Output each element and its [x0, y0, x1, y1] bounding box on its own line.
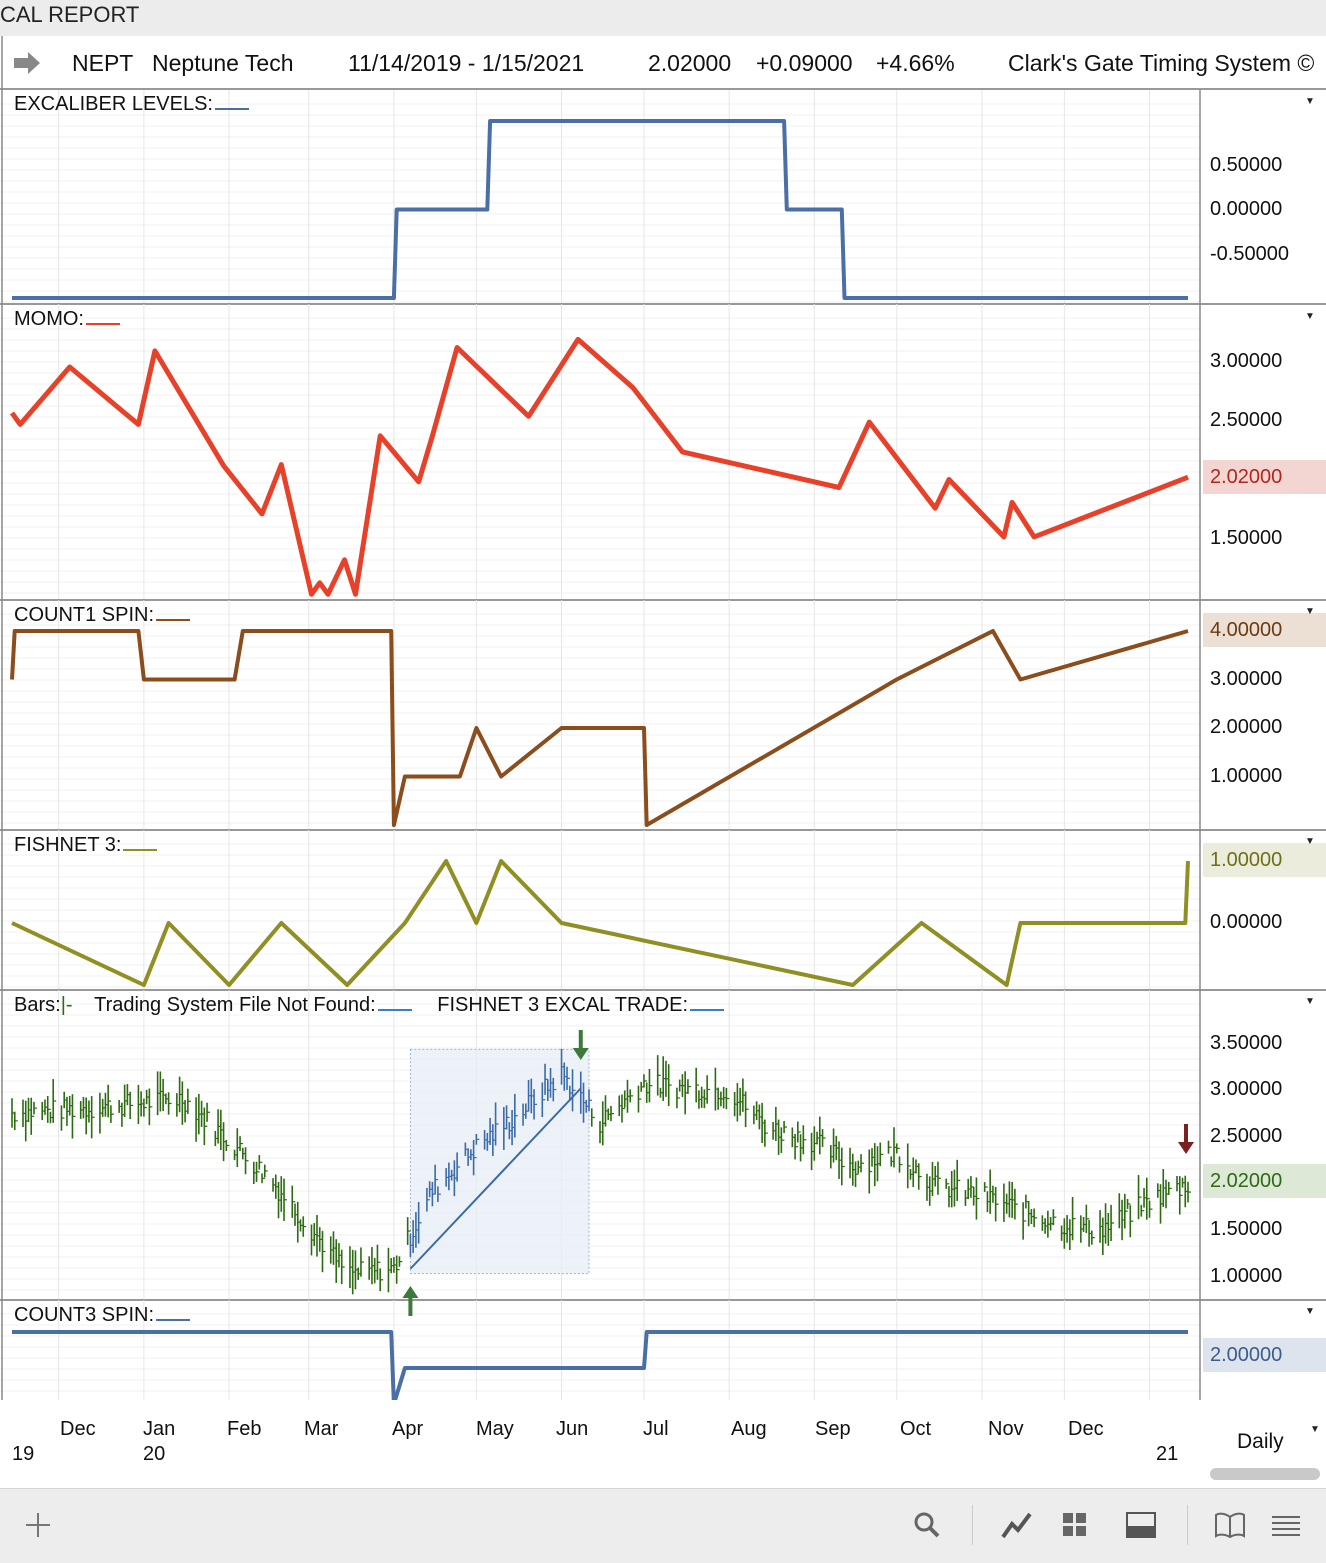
momo-series-line [9, 336, 1189, 597]
buy-arrow-icon [402, 1286, 419, 1316]
panel-menu-icon[interactable]: ▼ [1305, 836, 1315, 847]
count3-last-value: 2.00000 [1203, 1338, 1326, 1372]
month-label: Jan [143, 1418, 176, 1440]
month-label: Apr [392, 1418, 424, 1440]
momo-last-value: 2.02000 [1203, 460, 1326, 494]
bars-last-value: 2.02000 [1203, 1164, 1326, 1198]
count1-tick: 1.00000 [1210, 765, 1283, 787]
month-label: Feb [227, 1418, 262, 1440]
count1-series-line [10, 629, 1189, 827]
excaliber-tick: 0.00000 [1210, 198, 1283, 220]
month-label: Dec [1068, 1418, 1104, 1440]
excaliber-label: EXCALIBER LEVELS: [14, 93, 249, 116]
excaliber-series-line [12, 119, 1188, 300]
line-chart-icon[interactable] [997, 1505, 1037, 1545]
month-label: Mar [304, 1418, 339, 1440]
month-label: May [476, 1418, 514, 1440]
horizontal-scrollbar[interactable] [1210, 1468, 1320, 1480]
chart-canvas[interactable] [0, 0, 1326, 1400]
period-select[interactable]: Daily [1237, 1430, 1284, 1453]
count3-series-line [12, 1330, 1188, 1400]
window-title: CAL REPORT [0, 2, 140, 27]
fishnet-series-line [11, 859, 1190, 987]
year-label: 21 [1156, 1443, 1179, 1465]
symbol-ticker: NEPT [72, 50, 134, 76]
momo-tick: 2.50000 [1210, 409, 1283, 431]
price-change: +0.09000 [756, 50, 853, 76]
sell-arrow-icon [572, 1030, 589, 1060]
period-dropdown-icon[interactable]: ▼ [1310, 1424, 1320, 1435]
month-label: Dec [60, 1418, 96, 1440]
count1-last-value: 4.00000 [1203, 613, 1326, 647]
trade-trend-line [409, 1087, 582, 1270]
bars-tick: 1.00000 [1210, 1265, 1283, 1287]
bottom-toolbar [0, 1488, 1326, 1563]
bars-label: Bars:|- Trading System File Not Found: F… [14, 994, 725, 1017]
price-change-pct: +4.66% [876, 50, 955, 76]
month-label: Jun [556, 1418, 589, 1440]
system-name: Clark's Gate Timing System © [1008, 50, 1315, 76]
symbol-name: Neptune Tech [152, 50, 294, 76]
search-icon[interactable] [907, 1505, 947, 1545]
plus-icon[interactable] [18, 1505, 58, 1545]
momo-tick: 3.00000 [1210, 350, 1283, 372]
symbol-header: NEPT Neptune Tech 11/14/2019 - 1/15/2021… [0, 36, 1326, 90]
momo-tick: 1.50000 [1210, 527, 1283, 549]
month-label: Aug [731, 1418, 767, 1440]
month-label: Sep [815, 1418, 851, 1440]
count1-label: COUNT1 SPIN: [14, 604, 191, 627]
count1-tick: 3.00000 [1210, 668, 1283, 690]
bars-tick: 3.00000 [1210, 1078, 1283, 1100]
menu-icon[interactable] [1266, 1505, 1306, 1545]
fishnet-label: FISHNET 3: [14, 834, 158, 857]
panel-menu-icon[interactable]: ▼ [1305, 1306, 1315, 1317]
momo-label: MOMO: [14, 308, 120, 331]
last-price: 2.02000 [648, 50, 732, 76]
month-label: Oct [900, 1418, 932, 1440]
book-icon[interactable] [1210, 1505, 1250, 1545]
date-range: 11/14/2019 - 1/15/2021 [348, 50, 585, 76]
year-label: 20 [143, 1443, 166, 1465]
panel-menu-icon[interactable]: ▼ [1305, 606, 1315, 617]
month-label: Jul [643, 1418, 669, 1440]
bars-tick: 1.50000 [1210, 1218, 1283, 1240]
grid-icon[interactable] [1055, 1505, 1095, 1545]
bars-tick: 3.50000 [1210, 1032, 1283, 1054]
sell-arrow-icon [1178, 1124, 1194, 1154]
fishnet-last-value: 1.00000 [1203, 843, 1326, 877]
panel-menu-icon[interactable]: ▼ [1305, 311, 1315, 322]
month-label: Nov [988, 1418, 1024, 1440]
count3-label: COUNT3 SPIN: [14, 1304, 191, 1327]
year-label: 19 [12, 1443, 35, 1465]
panel-icon[interactable] [1121, 1505, 1161, 1545]
arrow-right-icon[interactable] [12, 50, 42, 76]
panel-menu-icon[interactable]: ▼ [1305, 96, 1315, 107]
bars-tick: 2.50000 [1210, 1125, 1283, 1147]
fishnet-tick: 0.00000 [1210, 911, 1283, 933]
panel-menu-icon[interactable]: ▼ [1305, 996, 1315, 1007]
count1-tick: 2.00000 [1210, 716, 1283, 738]
excaliber-tick: 0.50000 [1210, 154, 1283, 176]
excaliber-tick: -0.50000 [1210, 243, 1289, 265]
